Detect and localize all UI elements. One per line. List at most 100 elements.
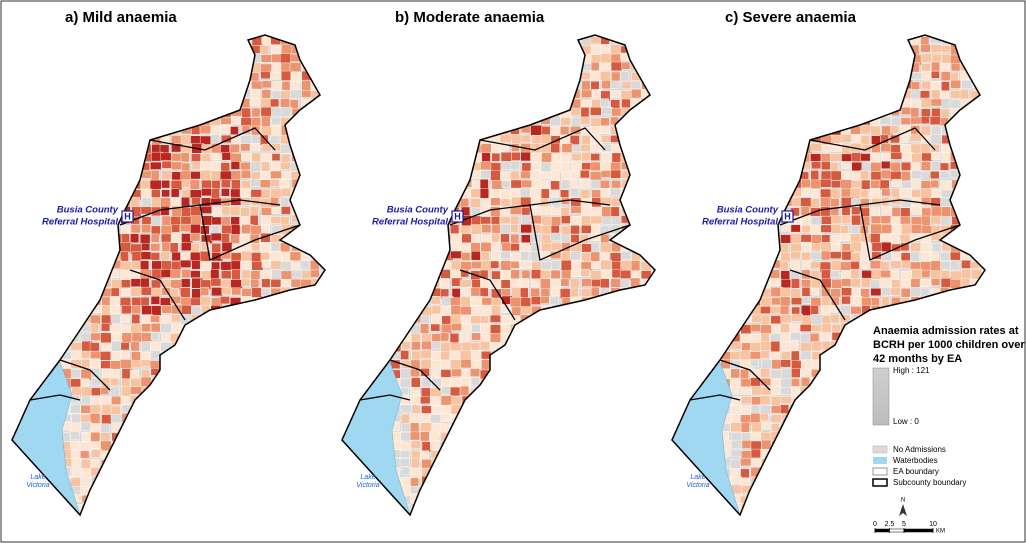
ea-cell xyxy=(131,80,142,91)
ea-cell xyxy=(449,99,459,109)
ea-cell xyxy=(611,467,621,476)
ea-cell xyxy=(381,99,394,108)
ea-cell xyxy=(130,233,140,244)
ea-cell xyxy=(140,277,150,288)
ea-cell xyxy=(50,233,59,243)
ea-cell xyxy=(460,306,473,316)
ea-cell xyxy=(650,81,655,90)
ea-cell xyxy=(470,45,481,56)
ea-cell xyxy=(259,179,271,188)
ea-cell xyxy=(150,314,161,323)
ea-cell xyxy=(481,513,491,515)
ea-cell xyxy=(680,368,692,380)
ea-cell xyxy=(751,70,761,82)
ea-cell xyxy=(380,314,391,327)
ea-cell xyxy=(261,278,271,288)
ea-cell xyxy=(730,414,740,424)
ea-cell xyxy=(30,243,41,255)
ea-cell xyxy=(311,63,321,75)
ea-cell xyxy=(131,116,142,127)
ea-cell xyxy=(971,369,984,378)
ea-cell xyxy=(431,260,441,271)
ea-cell xyxy=(830,405,843,417)
ea-cell xyxy=(439,143,452,155)
ea-cell xyxy=(470,54,483,63)
ea-cell xyxy=(150,486,161,497)
ea-cell xyxy=(799,79,809,91)
ea-cell xyxy=(381,250,391,262)
ea-cell xyxy=(310,243,321,253)
ea-cell xyxy=(840,116,853,125)
ea-cell xyxy=(609,430,620,440)
ea-cell xyxy=(180,287,191,298)
ea-cell xyxy=(851,214,861,226)
ea-cell xyxy=(570,187,580,197)
ea-cell xyxy=(171,396,183,405)
ea-cell xyxy=(379,324,389,334)
ea-cell xyxy=(101,323,111,332)
ea-cell xyxy=(301,90,313,98)
ea-cell xyxy=(530,485,543,494)
ea-cell xyxy=(860,350,871,361)
ea-cell xyxy=(321,90,325,102)
ea-cell xyxy=(550,512,561,515)
ea-cell xyxy=(171,359,181,369)
ea-cell xyxy=(180,387,189,397)
ea-cell xyxy=(30,144,43,156)
ea-cell xyxy=(590,486,603,496)
ea-cell xyxy=(430,323,441,332)
ea-cell xyxy=(770,369,782,380)
ea-cell xyxy=(130,151,142,162)
ea-cell xyxy=(601,450,612,462)
ea-cell xyxy=(140,422,153,433)
ea-cell xyxy=(150,170,160,181)
ea-cell xyxy=(50,106,61,118)
ea-cell xyxy=(31,225,41,235)
ea-cell xyxy=(12,287,21,299)
ea-cell xyxy=(350,279,363,287)
ea-cell xyxy=(830,386,840,395)
ea-cell xyxy=(280,98,291,108)
ea-cell xyxy=(821,296,831,307)
ea-cell xyxy=(140,450,150,461)
ea-cell xyxy=(210,269,220,281)
ea-cell xyxy=(859,423,873,432)
ea-cell xyxy=(381,107,393,119)
ea-cell xyxy=(981,441,985,451)
ea-cell xyxy=(281,153,291,163)
ea-cell xyxy=(410,477,419,488)
ea-cell xyxy=(881,315,892,324)
ea-cell xyxy=(731,439,744,449)
ea-cell xyxy=(290,125,301,134)
ea-cell xyxy=(191,35,204,44)
ea-cell xyxy=(419,349,432,359)
ea-cell xyxy=(180,108,191,120)
ea-cell xyxy=(710,251,723,263)
ea-cell xyxy=(261,486,271,496)
ea-cell xyxy=(281,466,292,475)
ea-cell xyxy=(450,459,463,468)
ea-cell xyxy=(851,449,862,458)
ea-cell xyxy=(841,215,852,224)
ea-cell xyxy=(840,387,850,398)
ea-cell xyxy=(431,512,441,515)
ea-cell xyxy=(491,423,503,432)
ea-cell xyxy=(231,170,241,180)
ea-cell xyxy=(820,432,830,444)
ea-cell xyxy=(831,98,842,108)
ea-cell xyxy=(180,53,192,62)
ea-cell xyxy=(290,477,301,489)
ea-cell xyxy=(479,188,489,199)
ea-cell xyxy=(880,45,892,57)
ea-cell xyxy=(251,80,264,90)
ea-cell xyxy=(640,342,652,352)
ea-cell xyxy=(121,386,131,398)
ea-cell xyxy=(101,296,112,307)
ea-cell xyxy=(270,170,282,179)
ea-cell xyxy=(211,422,222,432)
ea-cell xyxy=(21,178,33,188)
ea-cell xyxy=(620,431,630,441)
ea-cell xyxy=(12,108,22,120)
ea-cell xyxy=(49,495,59,503)
ea-cell xyxy=(70,161,80,171)
